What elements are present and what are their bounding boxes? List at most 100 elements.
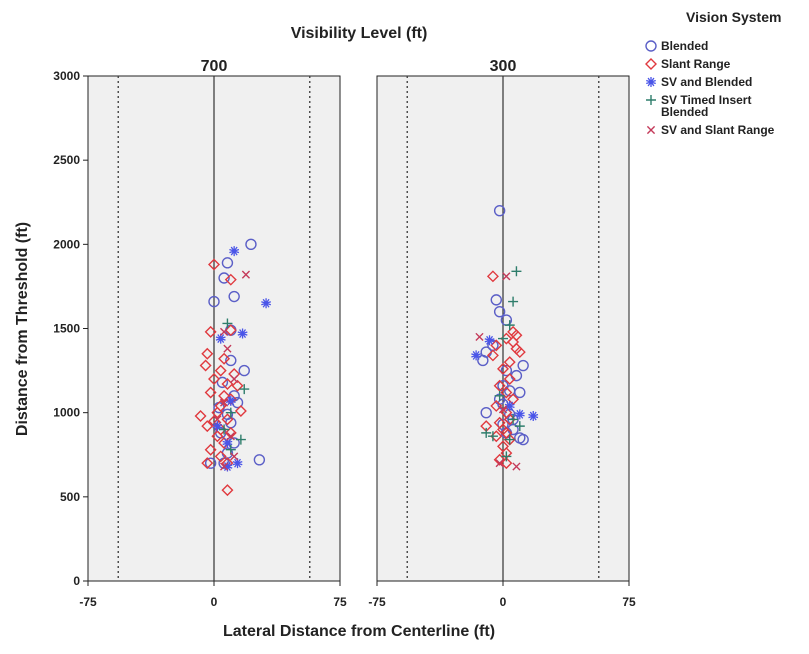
- x-axis-label: Lateral Distance from Centerline (ft): [223, 623, 495, 640]
- x-tick-label: -75: [368, 595, 386, 609]
- legend-label: Blended: [661, 39, 708, 53]
- data-point: [503, 373, 516, 385]
- legend-marker: [646, 95, 656, 105]
- data-point: [208, 258, 220, 271]
- data-point: [229, 246, 240, 257]
- data-point: [235, 434, 246, 445]
- data-point: [471, 350, 482, 361]
- panel-label: 300: [490, 58, 517, 75]
- data-point: [204, 325, 217, 338]
- y-axis-label: Distance from Threshold (ft): [14, 222, 31, 436]
- data-point: [508, 296, 519, 307]
- data-point: [224, 426, 237, 439]
- data-point: [215, 333, 226, 344]
- legend-marker: [646, 77, 656, 87]
- y-tick-label: 2500: [53, 153, 80, 167]
- data-point: [503, 356, 516, 369]
- data-point: [493, 453, 506, 466]
- data-point: [245, 238, 257, 251]
- chart-title: Visibility Level (ft): [291, 25, 428, 42]
- data-point: [493, 379, 506, 392]
- data-point: [514, 409, 525, 420]
- y-tick-label: 2000: [53, 237, 80, 251]
- legend-label: SV Timed Insert: [661, 93, 751, 107]
- data-point: [214, 364, 227, 377]
- data-point: [204, 457, 217, 469]
- legend-title: Vision System: [686, 9, 781, 25]
- data-point: [501, 451, 512, 462]
- data-point: [490, 339, 503, 352]
- data-point: [204, 443, 217, 456]
- data-point: [498, 405, 508, 414]
- legend-marker: [646, 125, 656, 135]
- legend-marker: [645, 58, 657, 70]
- data-point: [234, 404, 247, 417]
- x-tick-label: 75: [333, 595, 347, 609]
- data-point: [498, 333, 508, 344]
- data-point: [493, 204, 506, 217]
- data-point: [216, 376, 229, 389]
- data-point: [500, 364, 513, 377]
- data-point: [222, 318, 233, 329]
- data-point: [475, 332, 484, 342]
- y-tick-label: 1500: [53, 322, 80, 336]
- data-point: [214, 450, 227, 463]
- data-point: [504, 320, 515, 331]
- y-tick-label: 500: [60, 490, 80, 504]
- data-point: [201, 457, 214, 470]
- data-point: [219, 462, 229, 471]
- data-point: [211, 406, 224, 419]
- legend-label: Blended: [661, 105, 708, 119]
- x-tick-label: 0: [500, 595, 507, 609]
- data-point: [487, 431, 498, 442]
- data-point: [495, 459, 504, 468]
- data-point: [504, 400, 515, 411]
- data-point: [490, 399, 503, 412]
- data-point: [201, 347, 214, 360]
- data-point: [201, 420, 214, 433]
- data-point: [232, 458, 243, 469]
- panel-label: 700: [201, 58, 228, 75]
- data-point: [239, 384, 250, 395]
- data-point: [213, 415, 222, 424]
- data-point: [222, 437, 233, 448]
- data-point: [494, 390, 505, 401]
- data-point: [237, 328, 248, 339]
- data-point: [517, 433, 529, 446]
- data-point: [218, 389, 231, 402]
- data-point: [222, 461, 233, 472]
- data-point: [225, 395, 236, 406]
- data-point: [504, 434, 515, 445]
- data-point: [484, 335, 495, 346]
- data-point: [512, 462, 521, 471]
- data-point: [218, 352, 231, 365]
- data-point: [230, 374, 239, 384]
- data-point: [219, 424, 230, 435]
- data-point: [490, 294, 502, 306]
- data-point: [497, 362, 509, 375]
- data-point: [514, 386, 526, 399]
- data-point: [219, 327, 229, 336]
- data-point: [261, 298, 272, 309]
- data-point: [224, 273, 237, 286]
- data-point: [221, 413, 234, 426]
- data-point: [204, 386, 217, 399]
- legend-label: SV and Blended: [661, 75, 752, 89]
- y-tick-label: 3000: [53, 69, 80, 83]
- legend-marker: [645, 40, 657, 52]
- data-point: [508, 414, 519, 425]
- legend-label: Slant Range: [661, 57, 731, 71]
- data-point: [481, 427, 492, 438]
- data-point: [500, 457, 513, 470]
- y-tick-label: 0: [73, 574, 80, 588]
- data-point: [231, 379, 244, 392]
- y-tick-label: 1000: [53, 406, 80, 420]
- data-point: [517, 359, 529, 372]
- data-point: [493, 305, 506, 318]
- data-point: [253, 454, 266, 466]
- x-tick-label: -75: [79, 595, 97, 609]
- data-point: [208, 295, 220, 308]
- data-point: [477, 354, 489, 367]
